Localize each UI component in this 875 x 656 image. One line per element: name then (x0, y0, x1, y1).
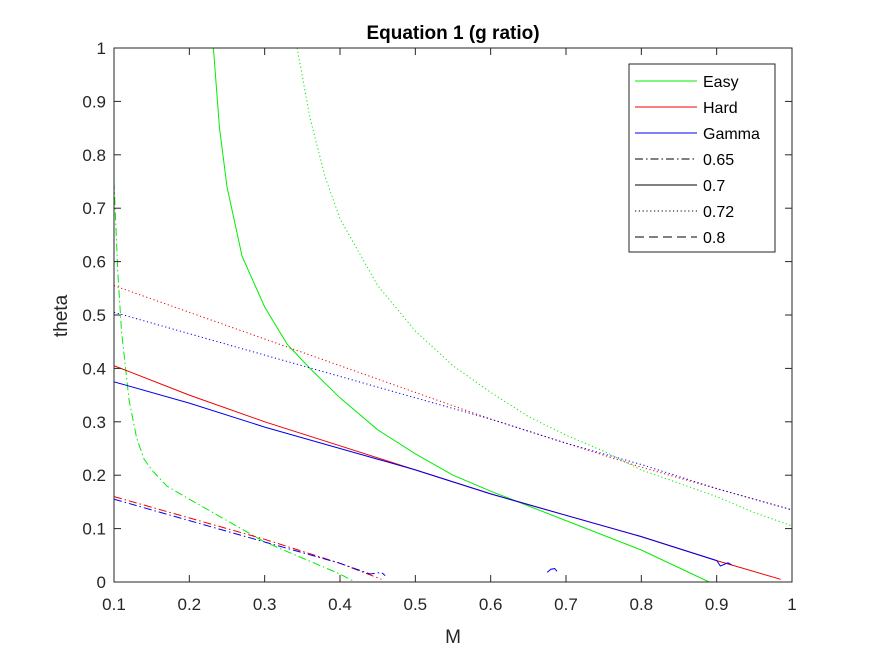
x-axis-ticks: 0.1 0.2 0.3 0.4 0.5 0.6 0.7 0.8 0.9 1 (102, 48, 797, 614)
legend-label: 0.7 (703, 178, 725, 195)
y-tick-label: 0.4 (82, 359, 106, 378)
x-axis-label: M (445, 627, 461, 648)
x-tick-label: 0.5 (404, 595, 428, 614)
legend-label: 0.8 (703, 230, 725, 247)
y-axis-label: theta (51, 294, 72, 337)
x-tick-label: 1 (787, 595, 796, 614)
y-tick-label: 0.2 (82, 466, 106, 485)
series-line-easy-072-2 (296, 48, 792, 527)
series-line-easy-07-1 (212, 48, 710, 582)
y-tick-label: 0 (97, 573, 106, 592)
legend-label: 0.65 (703, 152, 734, 169)
y-tick-label: 0.7 (82, 199, 106, 218)
x-tick-label: 0.6 (479, 595, 503, 614)
series-line-gamma-065-6 (114, 498, 386, 576)
y-tick-label: 1 (97, 39, 106, 58)
y-tick-label: 0.9 (82, 92, 106, 111)
legend: Easy Hard Gamma 0.65 0.7 0.72 0.8 (628, 63, 776, 253)
x-tick-label: 0.8 (630, 595, 654, 614)
x-tick-label: 0.7 (554, 595, 578, 614)
y-tick-label: 0.5 (82, 306, 106, 325)
x-tick-label: 0.1 (102, 595, 126, 614)
legend-label: Easy (703, 74, 739, 91)
y-tick-label: 0.3 (82, 413, 106, 432)
y-tick-label: 0.6 (82, 253, 106, 272)
legend-box (628, 63, 776, 253)
legend-label: 0.72 (703, 204, 734, 221)
x-tick-label: 0.9 (705, 595, 729, 614)
series-line-gamma-07-7 (114, 381, 732, 567)
y-tick-label: 0.8 (82, 146, 106, 165)
legend-label: Gamma (703, 126, 760, 143)
x-tick-label: 0.2 (178, 595, 202, 614)
legend-label: Hard (703, 100, 738, 117)
series-line-easy-065-0 (114, 181, 356, 582)
series-line-gamma-07-9 (546, 568, 558, 573)
x-tick-label: 0.4 (328, 595, 352, 614)
y-axis-ticks: 0 0.1 0.2 0.3 0.4 0.5 0.6 0.7 0.8 0.9 1 (82, 39, 792, 592)
y-tick-label: 0.1 (82, 520, 106, 539)
chart-title: Equation 1 (g ratio) (366, 23, 539, 44)
series-line-hard-072-5 (114, 285, 792, 511)
x-tick-label: 0.3 (253, 595, 277, 614)
